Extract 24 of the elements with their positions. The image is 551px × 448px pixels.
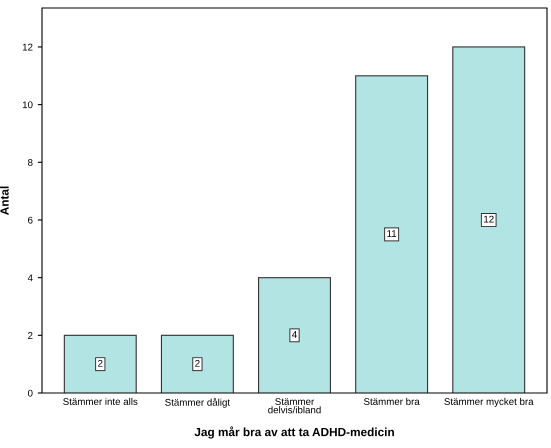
x-tick-label: Stämmer bra xyxy=(364,398,420,405)
y-tick-label: 0 xyxy=(28,390,33,397)
data-label: 2 xyxy=(98,360,102,367)
data-label: 12 xyxy=(484,216,494,222)
x-axis-title: Jag mår bra av att ta ADHD-medicin xyxy=(194,426,394,439)
y-tick-label: 10 xyxy=(22,101,33,108)
bar xyxy=(452,46,526,393)
data-label: 11 xyxy=(387,230,396,237)
bar xyxy=(160,334,234,393)
x-tick-label: Stämmer dåligt xyxy=(165,398,230,408)
y-tick-label: 6 xyxy=(28,216,33,224)
data-label: 4 xyxy=(292,331,297,338)
bar xyxy=(64,334,137,393)
data-label: 2 xyxy=(195,360,200,367)
y-tick-label: 2 xyxy=(28,332,32,339)
y-tick-label: 12 xyxy=(22,44,32,50)
bar xyxy=(355,75,428,393)
y-axis-title: Antal xyxy=(0,186,9,215)
y-tick-label: 4 xyxy=(28,274,33,282)
bar xyxy=(258,277,331,393)
x-tick-label: Stämmer inte alls xyxy=(63,398,138,405)
x-tick-label: Stämmer mycket bra xyxy=(444,398,534,407)
y-tick-label: 8 xyxy=(28,159,33,166)
x-tick-label: Stämmer delvis/ibland xyxy=(268,398,321,414)
